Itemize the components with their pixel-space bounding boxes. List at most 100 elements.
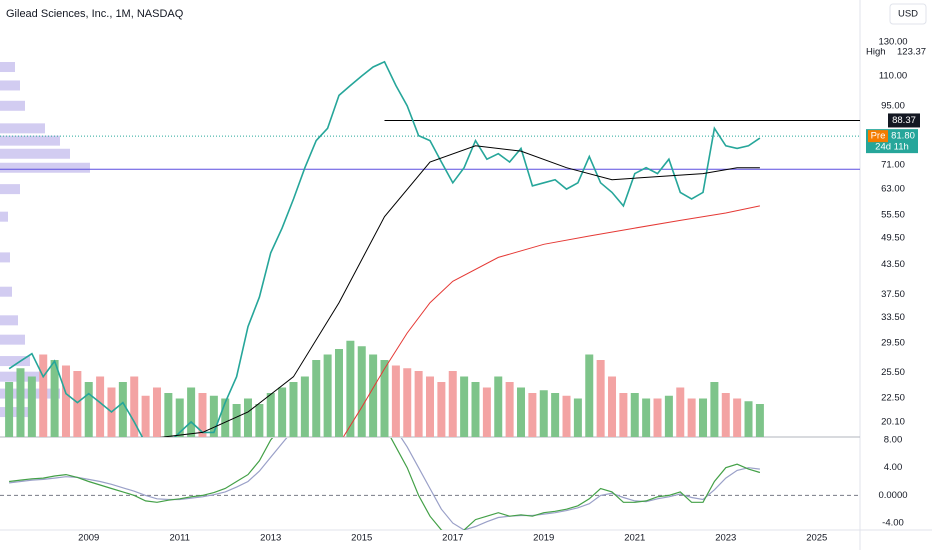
x-tick-label: 2015	[351, 533, 372, 544]
x-tick-label: 2025	[806, 533, 827, 544]
volume-profile-bar	[0, 184, 20, 195]
volume-bar	[118, 382, 127, 437]
volume-bar	[585, 354, 594, 437]
volume-bar	[619, 393, 628, 437]
volume-bar	[300, 376, 309, 437]
volume-bar	[198, 393, 207, 437]
volume-bar	[573, 398, 582, 437]
volume-bar	[505, 382, 514, 437]
resistance-value: 88.37	[892, 115, 916, 126]
volume-bar	[562, 395, 571, 437]
volume-bar	[676, 387, 685, 437]
volume-bar	[266, 393, 275, 437]
countdown: 24d 11h	[875, 142, 909, 153]
y-tick-label: 22.50	[881, 393, 905, 404]
y-tick-label: 20.10	[881, 416, 905, 427]
volume-bar	[755, 404, 764, 437]
volume-bar	[96, 376, 105, 437]
volume-profile-bar	[0, 135, 60, 146]
volume-profile-bar	[0, 334, 25, 345]
y-tick-label: 95.00	[881, 100, 905, 111]
volume-bar	[243, 398, 252, 437]
axes: 20.10 22.50 25.50 29.50 33.50 37.50 43.50 49.50…	[78, 37, 926, 544]
volume-profile-bar	[0, 286, 12, 297]
y-tick-label: 37.50	[881, 289, 905, 300]
volume-bar	[61, 365, 70, 437]
volume-bar	[84, 382, 93, 437]
macd-tick-label: 4.00	[884, 462, 903, 473]
volume-bar	[642, 398, 651, 437]
volume-bar	[50, 360, 59, 437]
y-tick-label: 49.50	[881, 233, 905, 244]
volume-bar	[278, 387, 287, 437]
macd-tick-label: 8.00	[884, 434, 903, 445]
macd-line	[9, 438, 760, 530]
volume-bar	[551, 393, 560, 437]
volume-bar	[528, 393, 537, 437]
volume-bar	[744, 401, 753, 437]
x-tick-label: 2009	[78, 533, 99, 544]
volume-bar	[209, 395, 218, 437]
volume-bar	[721, 393, 730, 437]
volume-bar	[221, 398, 230, 437]
y-tick-label: 33.50	[881, 312, 905, 323]
volume-bar	[5, 382, 14, 437]
currency-button[interactable]	[889, 3, 927, 25]
volume-bar	[733, 398, 742, 437]
volume-profile-bar	[0, 62, 15, 73]
volume-bar	[141, 395, 150, 437]
pre-tag	[868, 130, 888, 143]
volume-bar	[391, 365, 400, 437]
volume-profile-bar	[0, 252, 10, 263]
price-line	[343, 205, 761, 437]
y-tick-label: 130.00	[878, 37, 907, 48]
volume-bar	[27, 376, 36, 437]
y-tick-label: 43.50	[881, 259, 905, 270]
volume-bar	[653, 398, 662, 437]
volume-profile-bar	[0, 162, 90, 173]
volume-bar	[539, 390, 548, 437]
volume-bar	[494, 376, 503, 437]
last-value: 81.80	[891, 131, 915, 142]
x-tick-label: 2023	[715, 533, 736, 544]
volume-bar	[357, 346, 366, 437]
x-tick-label: 2019	[533, 533, 554, 544]
pre-label: Pre	[871, 131, 886, 142]
y-tick-label: 25.50	[881, 367, 905, 378]
volume-bar	[448, 371, 457, 437]
volume-bar	[403, 368, 412, 437]
price-line	[8, 60, 761, 437]
price-line	[159, 145, 760, 437]
resistance-tag	[888, 113, 920, 128]
y-tick-label: 55.50	[881, 209, 905, 220]
volume-profile-bar	[0, 315, 18, 326]
volume-bar	[596, 360, 605, 437]
volume-bar	[426, 376, 434, 437]
high-value: 123.37	[897, 46, 926, 57]
volume-profile-bar	[0, 100, 25, 111]
volume-profile-bar	[0, 211, 8, 222]
volume-bar	[255, 404, 264, 437]
volume-bar	[471, 382, 480, 437]
y-tick-label: 63.00	[881, 184, 905, 195]
high-label: High	[866, 46, 886, 57]
volume-bar	[312, 360, 321, 437]
volume-bar	[630, 393, 639, 437]
volume-bar	[414, 371, 423, 437]
volume-bar	[346, 340, 355, 437]
x-tick-label: 2017	[442, 533, 463, 544]
macd-pane	[0, 438, 860, 530]
macd-line	[9, 438, 761, 530]
volume-bar	[175, 398, 184, 437]
volume-bar	[710, 382, 719, 437]
y-tick-label: 29.50	[881, 338, 905, 349]
volume-bar	[687, 398, 696, 437]
y-tick-label: 110.00	[879, 71, 907, 82]
volume-bar	[16, 368, 25, 437]
volume-bar	[187, 387, 196, 437]
volume-bar	[73, 371, 82, 437]
macd-tick-label: -4.00	[882, 518, 904, 529]
chart-title: Gilead Sciences, Inc., 1M, NASDAQ	[6, 8, 184, 20]
